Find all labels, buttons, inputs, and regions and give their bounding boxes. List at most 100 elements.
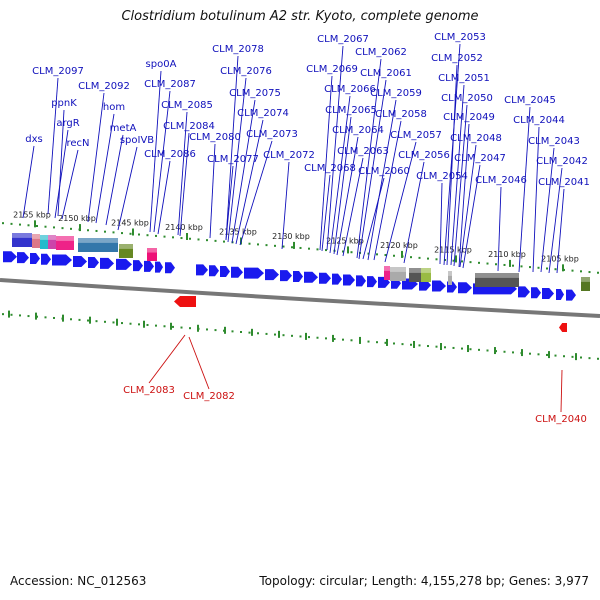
gene-label-spo0a[interactable]: spo0A: [146, 59, 177, 70]
leader-clm-2043: [540, 147, 555, 273]
gene-label-meta[interactable]: metA: [110, 123, 137, 134]
category-block-highlight: [48, 235, 56, 240]
scale-major-tick: [132, 228, 134, 236]
gene-label-clm-2051[interactable]: CLM_2051: [438, 73, 490, 84]
gene-label-clm-2056[interactable]: CLM_2056: [398, 150, 450, 161]
gene-label-clm-2072[interactable]: CLM_2072: [263, 150, 315, 161]
scale-dot: [495, 263, 497, 266]
gene-label-clm-2063[interactable]: CLM_2063: [337, 146, 389, 157]
forward-gene-arrow: [518, 286, 530, 298]
leader-recn: [61, 149, 79, 220]
scale-dot: [554, 268, 557, 271]
scale-dot: [265, 244, 268, 247]
feature-tracks: [3, 233, 590, 332]
gene-label-clm-2049[interactable]: CLM_2049: [443, 112, 495, 123]
gene-label-clm-2058[interactable]: CLM_2058: [375, 109, 427, 120]
forward-gene-arrow: [30, 253, 40, 265]
gene-label-clm-2074[interactable]: CLM_2074: [237, 108, 289, 119]
gene-label-clm-2086[interactable]: CLM_2086: [144, 149, 196, 160]
gene-label-clm-2066[interactable]: CLM_2066: [324, 84, 376, 95]
category-block-highlight: [78, 238, 118, 243]
gene-label-clm-2085[interactable]: CLM_2085: [161, 100, 213, 111]
leader-clm-2063: [342, 157, 364, 257]
scale-dot: [597, 357, 599, 360]
category-block-highlight: [12, 233, 32, 238]
gene-label-clm-2048[interactable]: CLM_2048: [450, 133, 502, 144]
gene-label-clm-2054[interactable]: CLM_2054: [416, 171, 468, 182]
gene-label-clm-2087[interactable]: CLM_2087: [144, 79, 196, 90]
scale-dot: [299, 246, 302, 249]
gene-label-clm-2078[interactable]: CLM_2078: [212, 44, 264, 55]
gene-label-clm-2040[interactable]: CLM_2040: [535, 414, 587, 425]
gene-label-clm-2077[interactable]: CLM_2077: [207, 154, 259, 165]
gene-label-dxs[interactable]: dxs: [25, 134, 42, 145]
gene-label-clm-2073[interactable]: CLM_2073: [246, 129, 298, 140]
gene-label-clm-2053[interactable]: CLM_2053: [434, 32, 486, 43]
gene-label-clm-2044[interactable]: CLM_2044: [513, 115, 565, 126]
gene-label-clm-2043[interactable]: CLM_2043: [528, 136, 580, 147]
gene-label-clm-2062[interactable]: CLM_2062: [355, 47, 407, 58]
scale-minor-tick: [62, 314, 64, 322]
forward-gene-arrow: [17, 252, 29, 264]
gene-label-clm-2097[interactable]: CLM_2097: [32, 66, 84, 77]
gene-label-spoivb[interactable]: spoIVB: [120, 135, 154, 146]
gene-label-clm-2075[interactable]: CLM_2075: [229, 88, 281, 99]
category-block-highlight: [384, 266, 390, 271]
forward-gene-arrow: [100, 257, 114, 269]
scale-dot: [537, 353, 540, 356]
leader-clm-2053: [443, 43, 461, 266]
gene-label-clm-2042[interactable]: CLM_2042: [536, 156, 588, 167]
gene-label-clm-2064[interactable]: CLM_2064: [332, 125, 384, 136]
scale-dot: [214, 329, 217, 332]
gene-label-clm-2092[interactable]: CLM_2092: [78, 81, 130, 92]
forward-gene-arrow: [220, 266, 230, 278]
gene-label-clm-2069[interactable]: CLM_2069: [306, 64, 358, 75]
gene-label-clm-2050[interactable]: CLM_2050: [441, 93, 493, 104]
scale-minor-tick: [278, 330, 280, 338]
gene-label-clm-2057[interactable]: CLM_2057: [390, 130, 442, 141]
forward-gene-arrow: [542, 288, 554, 300]
leader-clm-2083: [148, 334, 186, 384]
gene-label-clm-2082[interactable]: CLM_2082: [183, 391, 235, 402]
gene-label-clm-2052[interactable]: CLM_2052: [431, 53, 483, 64]
gene-label-argr[interactable]: argR: [56, 118, 79, 129]
gene-label-clm-2067[interactable]: CLM_2067: [317, 34, 369, 45]
gene-label-recn[interactable]: recN: [66, 138, 89, 149]
scale-dot: [469, 348, 472, 351]
scale-major-tick: [186, 233, 188, 240]
gene-label-clm-2060[interactable]: CLM_2060: [358, 166, 410, 177]
label-leaders: [22, 43, 565, 413]
gene-label-clm-2046[interactable]: CLM_2046: [475, 175, 527, 186]
scale-dot: [478, 348, 480, 351]
gene-label-clm-2059[interactable]: CLM_2059: [370, 88, 422, 99]
scale-dot: [546, 267, 548, 270]
gene-label-clm-2083[interactable]: CLM_2083: [123, 385, 175, 396]
gene-label-clm-2047[interactable]: CLM_2047: [454, 153, 506, 164]
scale-dot: [248, 331, 251, 334]
accession-text: Accession: NC_012563: [10, 574, 147, 588]
leader-clm-2064: [336, 136, 359, 256]
leader-clm-2067: [326, 45, 344, 251]
scale-dot: [435, 258, 438, 261]
scale-minor-tick: [224, 326, 226, 334]
scale-label: 2105 kbp: [541, 254, 579, 263]
scale-dot: [342, 250, 344, 253]
gene-label-clm-2084[interactable]: CLM_2084: [163, 121, 215, 132]
gene-label-clm-2068[interactable]: CLM_2068: [304, 163, 356, 174]
category-block: [475, 273, 519, 287]
gene-label-clm-2041[interactable]: CLM_2041: [538, 177, 590, 188]
gene-label-clm-2061[interactable]: CLM_2061: [360, 68, 412, 79]
category-block-highlight: [409, 268, 421, 273]
gene-label-clm-2065[interactable]: CLM_2065: [325, 105, 377, 116]
gene-label-clm-2045[interactable]: CLM_2045: [504, 95, 556, 106]
gene-label-clm-2080[interactable]: CLM_2080: [189, 132, 241, 143]
scale-dot: [231, 330, 234, 333]
scale-dot: [121, 322, 123, 325]
scale-dot: [104, 230, 106, 233]
gene-label-ppnk[interactable]: ppnK: [51, 98, 77, 109]
gene-label-clm-2076[interactable]: CLM_2076: [220, 66, 272, 77]
scale-dot: [461, 347, 463, 350]
category-block: [119, 244, 133, 258]
category-block-highlight: [147, 248, 157, 253]
gene-label-hom[interactable]: hom: [103, 102, 125, 113]
